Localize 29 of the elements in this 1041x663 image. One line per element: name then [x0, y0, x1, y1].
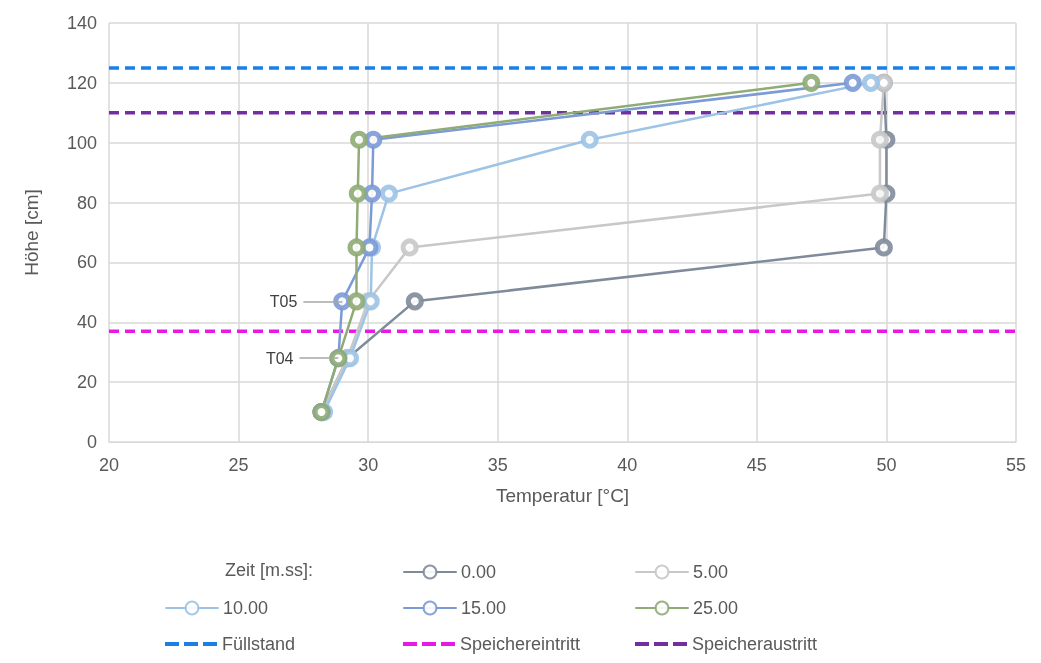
y-axis-title: Höhe [cm]	[21, 189, 42, 276]
legend-title: Zeit [m.ss]:	[225, 560, 314, 580]
y-tick-label: 0	[86, 432, 97, 452]
x-tick-label: 40	[617, 455, 638, 475]
x-tick-label: 30	[358, 455, 379, 475]
y-tick-label: 140	[66, 13, 97, 33]
x-tick-label: 50	[876, 455, 897, 475]
legend-label: Füllstand	[222, 634, 296, 654]
y-tick-label: 40	[76, 312, 97, 333]
legend-label: 25.00	[693, 598, 739, 618]
y-tick-label: 80	[76, 192, 97, 213]
annotation: T04	[265, 349, 294, 367]
y-tick-label: 120	[66, 72, 97, 93]
legend-label: Speichereintritt	[460, 634, 581, 654]
legend-label: 5.00	[693, 562, 729, 582]
x-tick-label: 35	[487, 455, 508, 475]
x-axis-title: Temperatur [°C]	[495, 485, 630, 506]
legend-label: 0.00	[461, 562, 497, 582]
annotation: T05	[269, 292, 298, 310]
x-tick-label: 25	[228, 455, 249, 475]
y-tick-label: 20	[76, 372, 97, 393]
legend-label: 15.00	[461, 598, 507, 618]
y-tick-label: 60	[76, 252, 97, 273]
legend-label: Speicheraustritt	[692, 634, 818, 654]
y-tick-label: 100	[66, 132, 97, 153]
x-tick-label: 20	[98, 455, 120, 475]
x-tick-label: 45	[746, 455, 767, 475]
x-tick-label: 55	[1005, 455, 1027, 475]
legend-label: 10.00	[223, 598, 269, 618]
